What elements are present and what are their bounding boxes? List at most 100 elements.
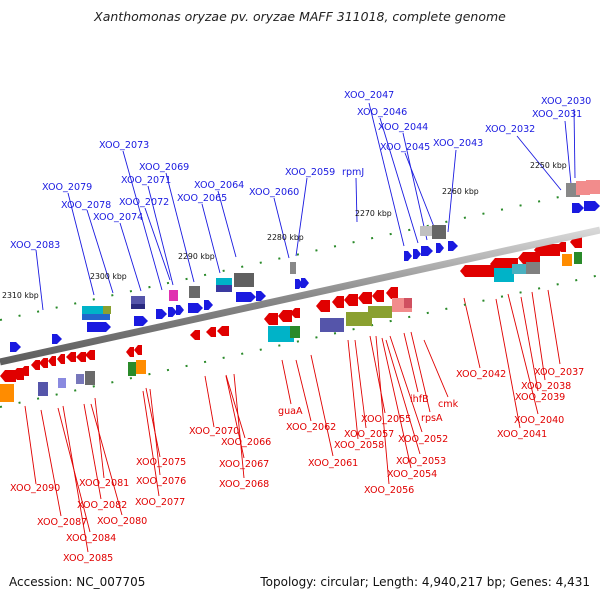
forward-gene-label[interactable]: XOO_2059 — [285, 167, 335, 178]
leader-line — [573, 108, 576, 179]
reverse-gene-arrow — [332, 296, 344, 308]
reverse-gene-label[interactable]: XOO_2054 — [387, 469, 437, 480]
reverse-gene-label[interactable]: cmk — [438, 399, 459, 410]
reverse-gene-label[interactable]: XOO_2084 — [66, 533, 116, 544]
forward-gene-label[interactable]: XOO_2045 — [380, 142, 430, 153]
reverse-gene-label[interactable]: XOO_2037 — [534, 367, 584, 378]
reverse-gene-label[interactable]: XOO_2040 — [514, 415, 564, 426]
reverse-gene-arrow — [57, 354, 65, 364]
forward-gene-label[interactable]: XOO_2079 — [42, 182, 92, 193]
reverse-gene-label[interactable]: XOO_2068 — [219, 479, 269, 490]
reverse-gene-arrow — [31, 360, 40, 370]
forward-gene-label[interactable]: XOO_2032 — [485, 124, 535, 135]
reverse-gene-label[interactable]: XOO_2039 — [515, 392, 565, 403]
leader-line — [86, 209, 114, 294]
feature-block — [234, 273, 254, 287]
feature-block — [404, 298, 412, 308]
reverse-gene-arrow — [490, 258, 518, 270]
reverse-gene-label[interactable]: XOO_2087 — [37, 517, 87, 528]
feature-block — [290, 262, 296, 274]
forward-gene-label[interactable]: XOO_2071 — [121, 175, 171, 186]
leader-line — [531, 291, 546, 381]
leader-line — [507, 293, 539, 415]
reverse-gene-label[interactable]: guaA — [278, 406, 303, 417]
forward-gene-label[interactable]: XOO_2074 — [93, 212, 143, 223]
feature-block — [216, 278, 232, 285]
forward-gene-label[interactable]: XOO_2046 — [357, 107, 407, 118]
reverse-gene-label[interactable]: XOO_2077 — [135, 497, 185, 508]
reverse-gene-label[interactable]: XOO_2052 — [398, 434, 448, 445]
reverse-gene-label[interactable]: rpsA — [421, 413, 443, 424]
reverse-gene-arrow — [190, 330, 200, 340]
leader-line — [122, 150, 163, 291]
leader-line — [403, 332, 419, 393]
leader-line — [119, 222, 142, 292]
reverse-gene-label[interactable]: XOO_2053 — [396, 456, 446, 467]
leader-line — [564, 120, 572, 185]
reverse-gene-label[interactable]: XOO_2057 — [344, 429, 394, 440]
forward-gene-arrow — [176, 305, 184, 315]
forward-gene-label[interactable]: XOO_2065 — [177, 193, 227, 204]
reverse-gene-label[interactable]: XOO_2041 — [497, 429, 547, 440]
reverse-gene-label[interactable]: XOO_2085 — [63, 553, 113, 564]
reverse-gene-label[interactable]: ihfB — [410, 394, 429, 405]
kbp-tick-label: 2260 kbp — [442, 187, 479, 196]
reverse-gene-label[interactable]: XOO_2062 — [286, 422, 336, 433]
leader-line — [375, 335, 390, 485]
forward-gene-arrow — [584, 201, 600, 211]
leader-line — [67, 192, 95, 296]
forward-gene-label[interactable]: XOO_2047 — [344, 90, 394, 101]
leader-line — [379, 117, 419, 244]
reverse-gene-label[interactable]: XOO_2042 — [456, 369, 506, 380]
reverse-gene-label[interactable]: XOO_2055 — [361, 414, 411, 425]
reverse-gene-label[interactable]: XOO_2076 — [136, 476, 186, 487]
reverse-gene-arrow — [372, 290, 384, 302]
reverse-gene-label[interactable]: XOO_2070 — [189, 426, 239, 437]
forward-gene-label[interactable]: XOO_2069 — [139, 162, 189, 173]
reverse-gene-arrow — [278, 310, 292, 322]
forward-gene-label[interactable]: XOO_2031 — [532, 109, 582, 120]
forward-gene-label[interactable]: XOO_2064 — [194, 180, 244, 191]
reverse-gene-label[interactable]: XOO_2061 — [308, 458, 358, 469]
forward-gene-label[interactable]: XOO_2044 — [378, 122, 428, 133]
reverse-gene-arrow — [264, 313, 278, 325]
forward-gene-label[interactable]: XOO_2073 — [99, 140, 149, 151]
kbp-tick-label: 2310 kbp — [2, 291, 39, 300]
reverse-gene-label[interactable]: XOO_2075 — [136, 457, 186, 468]
forward-gene-label[interactable]: XOO_2043 — [433, 138, 483, 149]
kbp-tick-label: 2270 kbp — [355, 209, 392, 218]
reverse-gene-label[interactable]: XOO_2067 — [219, 459, 269, 470]
forward-gene-arrow — [236, 292, 256, 302]
feature-block — [512, 264, 530, 274]
leader-line — [273, 197, 290, 259]
reverse-gene-label[interactable]: XOO_2090 — [10, 483, 60, 494]
feature-block — [290, 326, 300, 338]
forward-gene-label[interactable]: XOO_2072 — [119, 197, 169, 208]
leader-line — [516, 135, 562, 191]
feature-block — [574, 252, 582, 264]
forward-gene-arrow — [413, 249, 421, 259]
kbp-ticks: 2310 kbp 2300 kbp 2290 kbp 2280 kbp 2270 kbp… — [2, 161, 567, 300]
forward-gene-arrow — [436, 243, 444, 253]
leader-line — [369, 335, 386, 414]
reverse-gene-label[interactable]: XOO_2058 — [334, 440, 384, 451]
reverse-gene-label[interactable]: XOO_2066 — [221, 437, 271, 448]
feature-block — [131, 304, 145, 309]
forward-gene-label[interactable]: XOO_2060 — [249, 187, 299, 198]
reverse-gene-arrow — [126, 347, 134, 357]
reverse-gene-label[interactable]: XOO_2082 — [77, 500, 127, 511]
forward-gene-label[interactable]: XOO_2083 — [10, 240, 60, 251]
reverse-gene-label[interactable]: XOO_2056 — [364, 485, 414, 496]
reverse-gene-arrow — [386, 287, 398, 299]
forward-gene-label[interactable]: XOO_2030 — [541, 96, 591, 107]
leader-line — [142, 390, 160, 497]
forward-gene-label[interactable]: XOO_2078 — [61, 200, 111, 211]
leader-line — [149, 388, 161, 476]
reverse-gene-label[interactable]: XOO_2081 — [79, 478, 129, 489]
reverse-gene-label[interactable]: XOO_2080 — [97, 516, 147, 527]
reverse-gene-label[interactable]: XOO_2038 — [521, 381, 571, 392]
feature-block — [268, 326, 294, 336]
feature-block — [82, 314, 110, 320]
leader-line — [295, 359, 312, 422]
forward-gene-label[interactable]: rpmJ — [342, 167, 364, 178]
